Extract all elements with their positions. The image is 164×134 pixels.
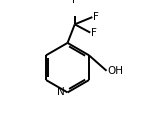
Text: F: F bbox=[72, 0, 78, 5]
Text: N: N bbox=[57, 87, 64, 97]
Text: F: F bbox=[93, 12, 99, 22]
Text: OH: OH bbox=[108, 66, 123, 76]
Text: F: F bbox=[91, 28, 97, 38]
